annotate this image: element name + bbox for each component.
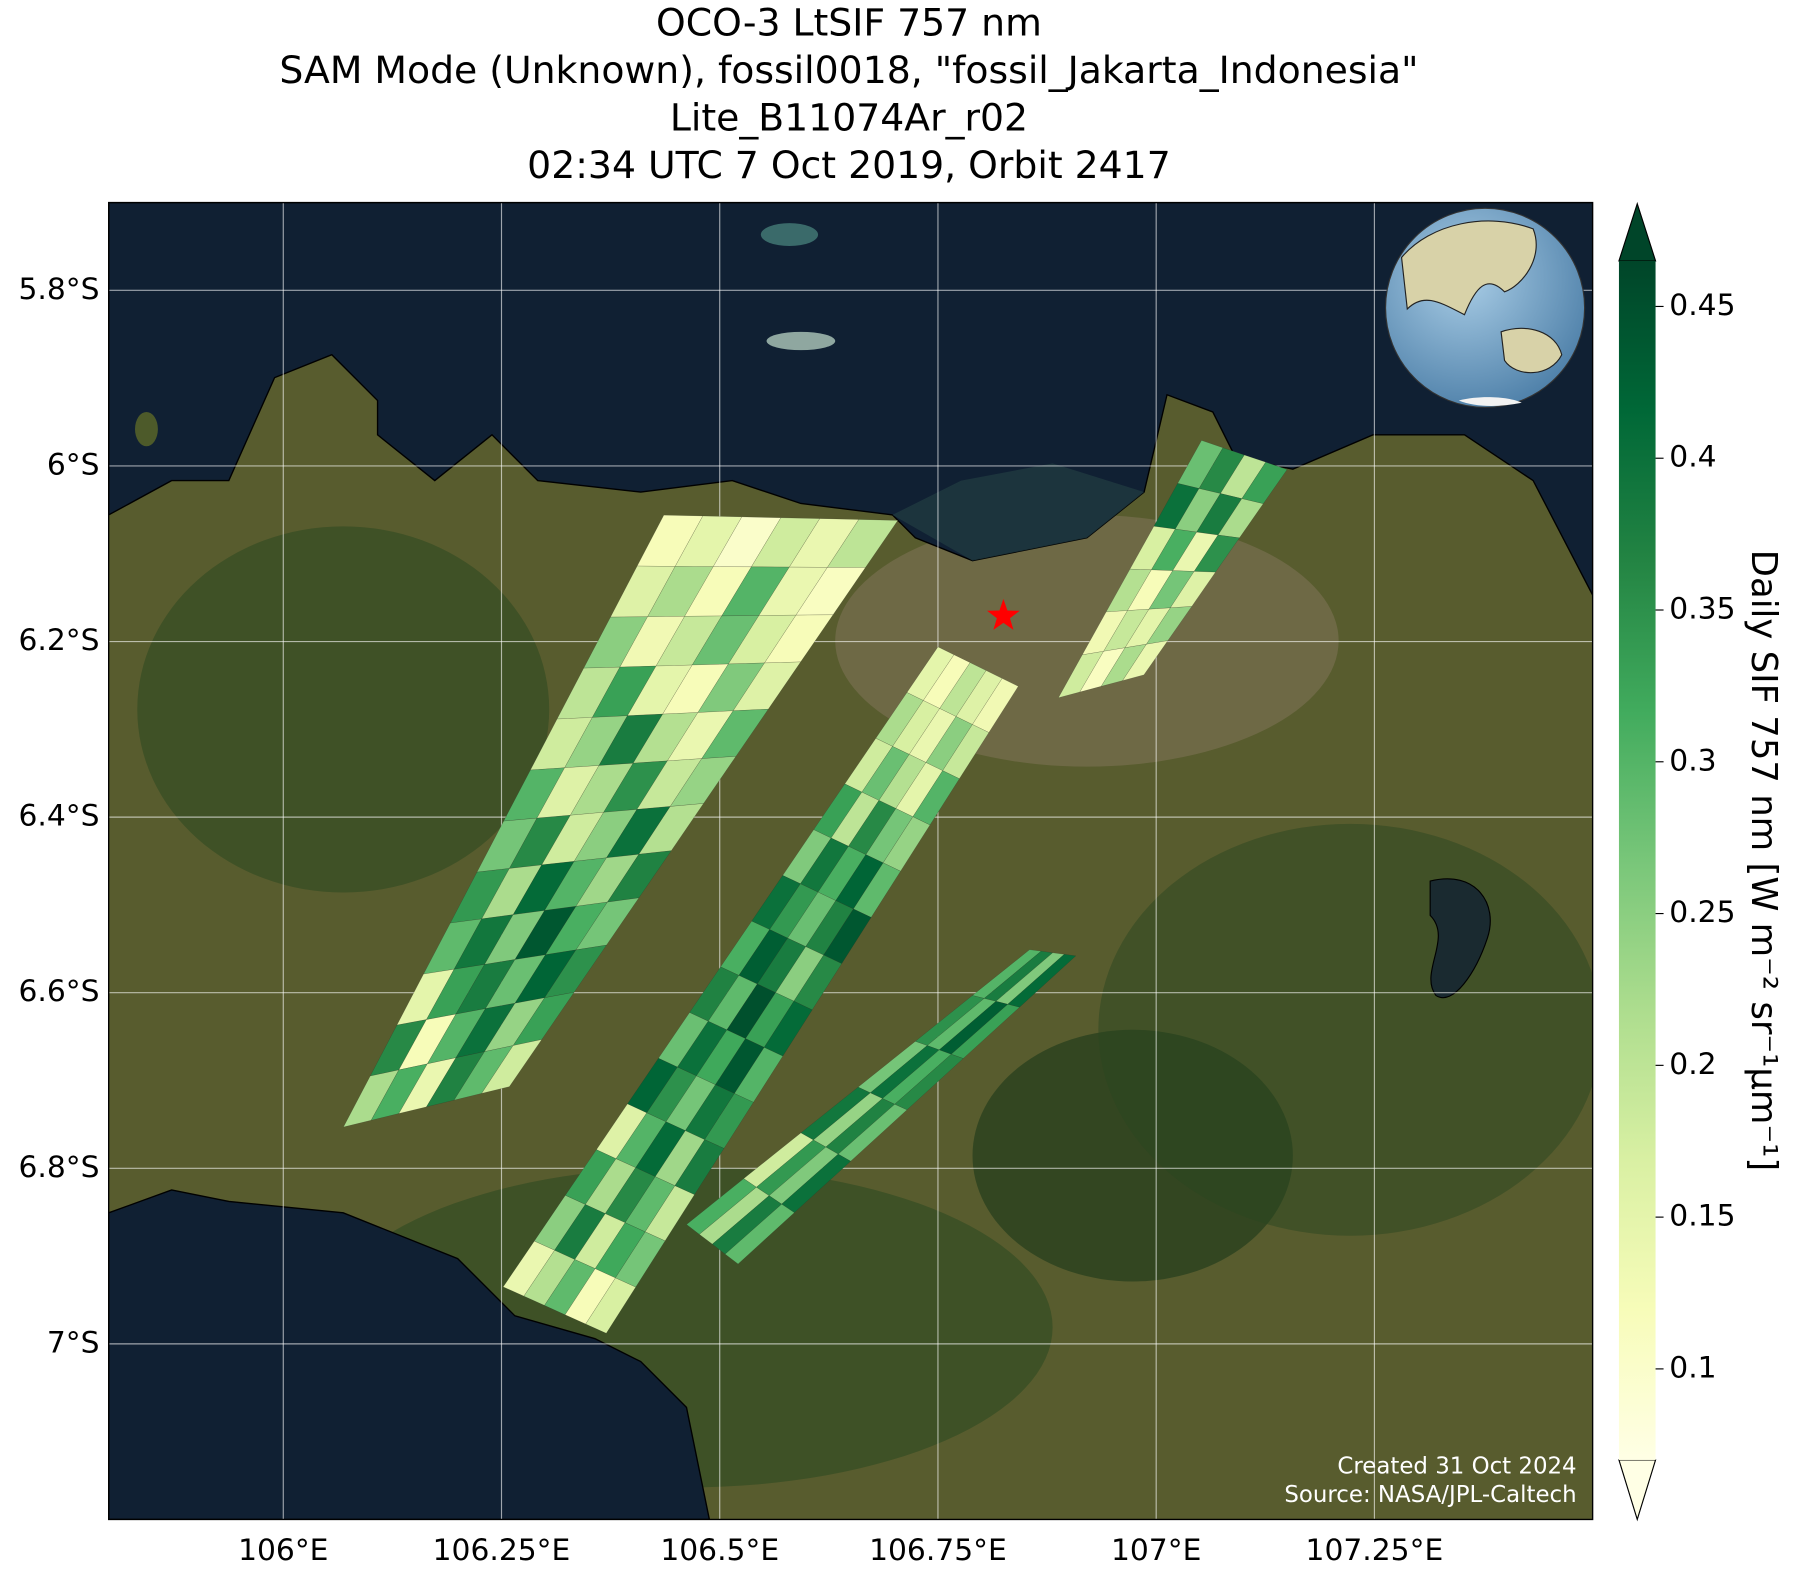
colorbar-tick-label: 0.3 [1669,743,1716,778]
y-tick-label: 6.6°S [19,974,100,1009]
colorbar-tick-label: 0.4 [1669,440,1716,475]
island [760,223,819,247]
chart-title: 02:34 UTC 7 Oct 2019, Orbit 2417 [527,143,1171,187]
y-tick-label: 6.8°S [19,1150,100,1185]
globe-land [1500,327,1563,374]
colorbar-tick-label: 0.1 [1669,1350,1716,1385]
x-tick-label: 107°E [1111,1533,1201,1568]
x-tick-label: 106.5°E [660,1533,779,1568]
y-tick-label: 5.8°S [19,272,100,307]
x-tick-label: 106.25°E [433,1533,571,1568]
chart-title: OCO-3 LtSIF 757 nm [656,1,1042,45]
map-frame [108,201,1594,1521]
x-tick-label: 106.75°E [869,1533,1007,1568]
chart-title: SAM Mode (Unknown), fossil0018, "fossil_… [279,48,1418,92]
sif-cell [1122,640,1169,681]
colorbar-extend-top [1618,201,1657,262]
x-tick-label: 107.25°E [1306,1533,1444,1568]
mountain [137,526,550,893]
colorbar-tick-label: 0.45 [1669,288,1735,323]
globe-ice [1458,397,1522,406]
island [766,331,836,351]
lake [1429,878,1491,999]
colorbar-tick-label: 0.25 [1669,895,1735,930]
overlay: Created 31 Oct 2024 Source: NASA/JPL-Calt… [987,299,1577,1508]
annotation: Source: NASA/JPL-Caltech [1284,1482,1576,1508]
globe-land [1400,220,1537,316]
mountain [1098,823,1593,1236]
globe-inset [1384,207,1586,408]
y-tick-label: 6.4°S [19,799,100,834]
colorbar-tick-label: 0.35 [1669,592,1735,627]
y-tick-label: 7°S [47,1325,100,1360]
colorbar-label: Daily SIF 757 nm [W m⁻² sr⁻¹μm⁻¹] [1743,550,1784,1172]
shallow-sea [892,463,1145,561]
colorbar-extend-bottom [1618,1459,1657,1522]
annotation: Created 31 Oct 2024 [1337,1453,1576,1479]
colorbar-tick-label: 0.2 [1669,1047,1716,1082]
colorbar-tick-label: 0.15 [1669,1199,1735,1234]
colorbar: 0.1 0.15 0.2 0.25 0.3 0.35 0.4 0.45 Daily SIF 75… [1618,201,1784,1522]
sea [108,202,1593,596]
island [135,411,158,447]
swath-cells [343,440,1288,1334]
x-tick-label: 106°E [238,1533,328,1568]
colorbar-bar [1618,260,1656,1460]
y-tick-label: 6°S [47,447,100,482]
sif-cell [481,1039,543,1094]
chart-title: Lite_B11074Ar_r02 [670,96,1028,140]
sea [108,1189,711,1520]
target-marker [987,598,1020,630]
sif-cell [724,1203,795,1265]
y-tick-label: 6.2°S [19,623,100,658]
sif-cell [585,1277,636,1334]
